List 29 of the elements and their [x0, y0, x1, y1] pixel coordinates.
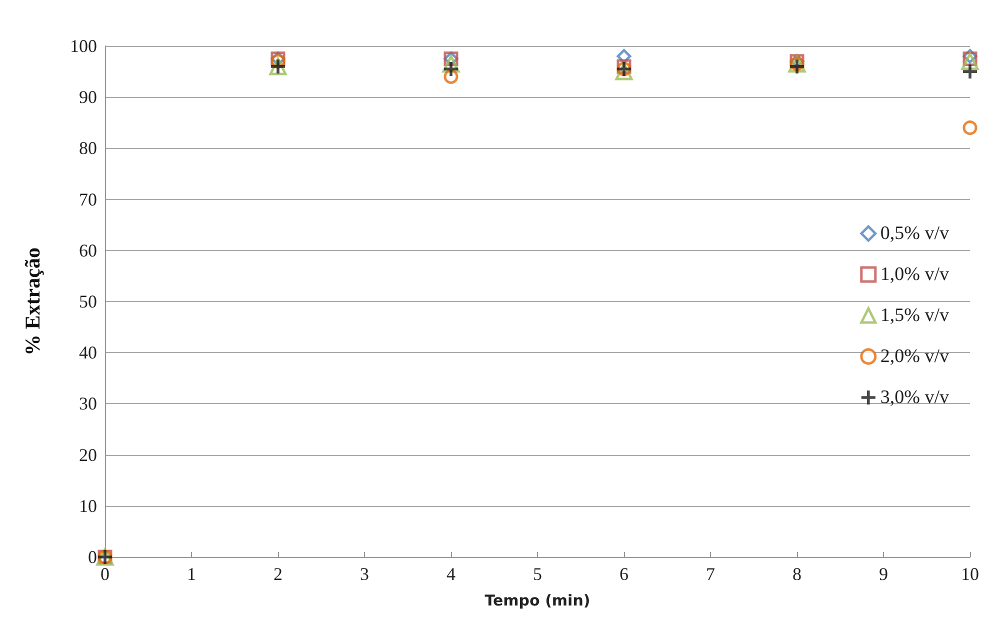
legend-label: 3,0% v/v — [880, 387, 950, 408]
x-tick-label: 8 — [792, 564, 802, 584]
x-tick-label: 2 — [274, 564, 282, 584]
legend-label: 2,0% v/v — [880, 346, 950, 367]
y-tick-label: 50 — [79, 292, 97, 312]
x-tick-label: 3 — [360, 564, 369, 584]
legend-label: 1,0% v/v — [880, 264, 950, 285]
y-tick-label: 40 — [79, 342, 97, 363]
x-tick-label: 5 — [533, 564, 542, 584]
legend-label: 1,5% v/v — [880, 305, 950, 326]
y-tick-label: 60 — [79, 240, 97, 260]
x-tick-label: 0 — [100, 564, 110, 584]
x-tick-label: 6 — [620, 564, 628, 584]
x-axis-title: Tempo (min) — [484, 592, 590, 610]
x-tick-label: 4 — [446, 564, 456, 584]
x-tick-label: 10 — [961, 564, 979, 584]
x-tick-label: 7 — [706, 564, 715, 584]
y-tick-label: 90 — [79, 87, 97, 108]
y-tick-label: 30 — [79, 394, 97, 414]
y-tick-label: 100 — [70, 36, 97, 56]
y-tick-label: 80 — [79, 138, 97, 158]
legend-label: 0,5% v/v — [880, 223, 950, 244]
x-tick-label: 1 — [187, 564, 196, 584]
y-tick-label: 0 — [88, 547, 97, 567]
y-axis-title: % Extração — [20, 248, 44, 356]
y-tick-label: 20 — [79, 444, 97, 465]
y-tick-label: 70 — [79, 189, 97, 210]
y-tick-label: 10 — [79, 496, 97, 516]
x-tick-label: 9 — [879, 564, 888, 584]
